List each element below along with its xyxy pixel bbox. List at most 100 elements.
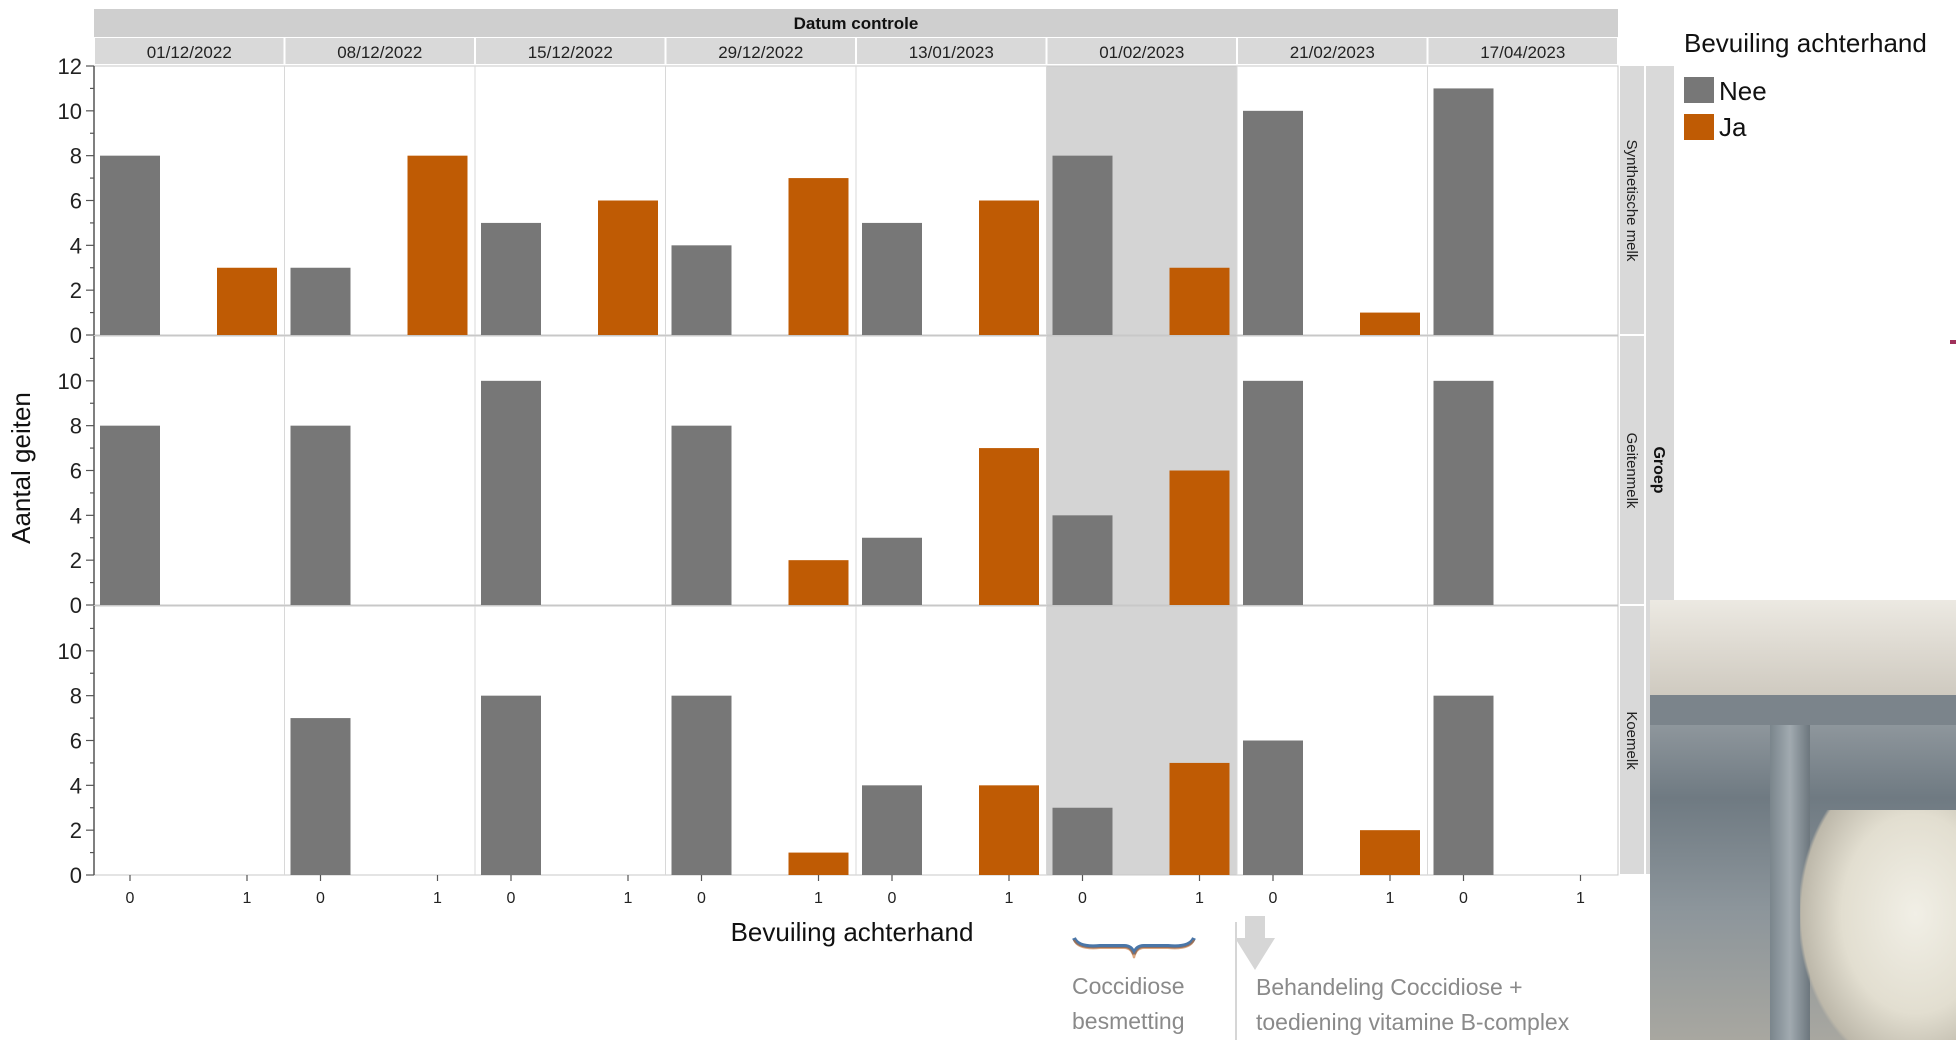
bar-ja bbox=[788, 178, 849, 335]
treatment-annotation-line2: toediening vitamine B-complex bbox=[1256, 1009, 1570, 1035]
date-header-cell bbox=[95, 38, 284, 64]
x-tick-label: 1 bbox=[243, 890, 252, 907]
group-strip bbox=[1620, 66, 1644, 334]
bar-nee bbox=[1433, 88, 1494, 336]
legend-label-ja: Ja bbox=[1719, 112, 1747, 142]
date-header-cell bbox=[1428, 38, 1617, 64]
bars-layer bbox=[100, 88, 1494, 875]
infection-annotation-line1: Coccidiose bbox=[1072, 973, 1185, 999]
group-strip bbox=[1620, 606, 1644, 874]
legend-swatch-nee bbox=[1684, 77, 1714, 103]
photo-plank bbox=[1650, 600, 1956, 695]
x-tick-label: 0 bbox=[1459, 890, 1468, 907]
group-strip-label: Koemelk bbox=[1623, 711, 1640, 770]
bar-nee bbox=[1243, 110, 1303, 335]
edge-mark bbox=[1950, 340, 1956, 344]
infection-brace bbox=[1072, 937, 1196, 955]
date-header-label: 17/04/2023 bbox=[1480, 43, 1565, 62]
facet-header-bar bbox=[94, 9, 1618, 37]
bar-ja bbox=[979, 200, 1039, 335]
y-tick-label: 2 bbox=[70, 278, 82, 303]
bar-ja bbox=[217, 267, 277, 335]
bar-nee bbox=[671, 425, 732, 605]
x-tick-label: 0 bbox=[1078, 890, 1087, 907]
bar-nee bbox=[481, 222, 541, 335]
y-tick-label: 2 bbox=[70, 818, 82, 843]
y-tick-label: 8 bbox=[70, 144, 82, 169]
bar-ja bbox=[979, 785, 1039, 875]
infection-brace-shadow bbox=[1073, 939, 1195, 959]
y-tick-label: 10 bbox=[58, 99, 82, 124]
bar-nee bbox=[862, 785, 922, 875]
bar-nee bbox=[290, 718, 351, 875]
bar-ja bbox=[979, 448, 1039, 605]
date-header-label: 01/12/2022 bbox=[147, 43, 232, 62]
date-header-cell bbox=[476, 38, 665, 64]
x-axis: 0 1 0 1 0 1 0 1 0 1 0 1 0 1 0 1 bbox=[126, 875, 1585, 907]
infection-annotation-line2: besmetting bbox=[1072, 1008, 1185, 1034]
group-strip bbox=[1620, 336, 1644, 604]
date-header-cell bbox=[285, 38, 474, 64]
legend-swatch-ja bbox=[1684, 114, 1714, 140]
date-header-label: 01/02/2023 bbox=[1099, 43, 1184, 62]
bar-nee bbox=[862, 222, 922, 335]
bar-ja bbox=[1360, 312, 1420, 335]
bar-nee bbox=[1243, 380, 1303, 605]
date-header-label: 29/12/2022 bbox=[718, 43, 803, 62]
y-tick-label: 4 bbox=[70, 773, 82, 798]
y-axis-title: Aantal geiten bbox=[6, 392, 36, 544]
bar-nee bbox=[100, 425, 160, 605]
group-strip-title: Groep bbox=[1650, 446, 1667, 493]
y-tick-label: 0 bbox=[70, 863, 82, 888]
x-tick-label: 1 bbox=[624, 890, 633, 907]
bar-nee bbox=[671, 695, 732, 875]
bar-nee bbox=[1052, 515, 1113, 605]
y-tick-label: 2 bbox=[70, 548, 82, 573]
x-axis-title: Bevuiling achterhand bbox=[731, 917, 974, 947]
bar-nee bbox=[100, 155, 160, 335]
bar-nee bbox=[1433, 380, 1494, 605]
y-tick-label: 8 bbox=[70, 684, 82, 709]
bar-nee bbox=[290, 267, 351, 335]
group-strip-label: Synthetische melk bbox=[1623, 140, 1640, 262]
bar-ja bbox=[1169, 267, 1230, 335]
bar-nee bbox=[1052, 807, 1113, 875]
date-header-label: 08/12/2022 bbox=[337, 43, 422, 62]
x-tick-label: 0 bbox=[316, 890, 325, 907]
x-tick-label: 1 bbox=[1195, 890, 1204, 907]
bar-nee bbox=[1052, 155, 1113, 335]
bar-ja bbox=[1360, 830, 1420, 875]
bar-ja bbox=[788, 560, 849, 605]
y-tick-label: 10 bbox=[58, 369, 82, 394]
treatment-arrow-icon bbox=[1235, 916, 1275, 970]
date-header-cell bbox=[666, 38, 855, 64]
bar-nee bbox=[671, 245, 732, 335]
x-tick-label: 0 bbox=[1269, 890, 1278, 907]
date-header-cell bbox=[857, 38, 1046, 64]
y-tick-label: 6 bbox=[70, 729, 82, 754]
y-axes: 0 2 4 6 8 10 12 0 2 4 6 8 10 0 2 4 6 8 10 bbox=[58, 54, 95, 888]
bar-ja bbox=[788, 852, 849, 875]
y-tick-label: 4 bbox=[70, 503, 82, 528]
bar-nee bbox=[481, 380, 541, 605]
legend-label-nee: Nee bbox=[1719, 76, 1767, 106]
date-header-cell bbox=[1238, 38, 1427, 64]
bar-nee bbox=[1433, 695, 1494, 875]
facet-header-title: Datum controle bbox=[794, 14, 919, 33]
y-tick-label: 4 bbox=[70, 233, 82, 258]
bar-ja bbox=[598, 200, 658, 335]
x-tick-label: 0 bbox=[888, 890, 897, 907]
y-tick-label: 10 bbox=[58, 639, 82, 664]
y-tick-label: 6 bbox=[70, 189, 82, 214]
x-tick-label: 1 bbox=[814, 890, 823, 907]
treatment-annotation-line1: Behandeling Coccidiose + bbox=[1256, 974, 1523, 1000]
date-header-label: 13/01/2023 bbox=[909, 43, 994, 62]
date-header-label: 21/02/2023 bbox=[1290, 43, 1375, 62]
x-tick-label: 0 bbox=[507, 890, 516, 907]
goat-photo bbox=[1650, 600, 1956, 1040]
bar-nee bbox=[862, 537, 922, 605]
y-tick-label: 0 bbox=[70, 593, 82, 618]
photo-shadow bbox=[1650, 695, 1956, 725]
y-tick-label: 0 bbox=[70, 323, 82, 348]
bar-nee bbox=[1243, 740, 1303, 875]
